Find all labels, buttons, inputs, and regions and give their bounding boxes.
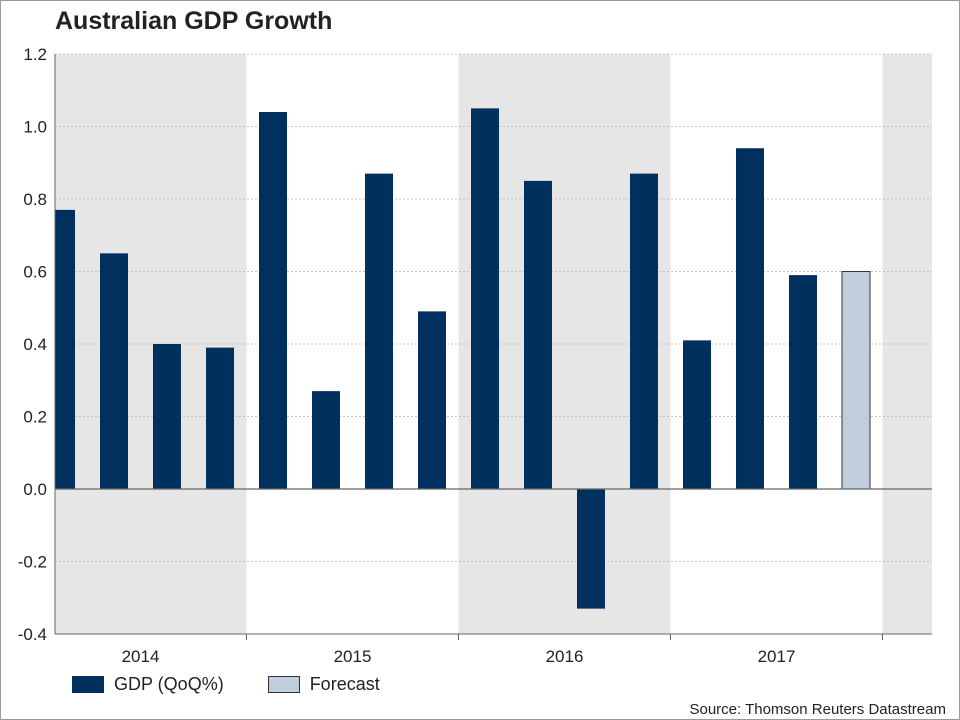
year-shade-band (55, 54, 247, 634)
y-tick-label: 1.0 (23, 118, 47, 137)
legend-swatch-gdp (72, 676, 104, 693)
source-note: Source: Thomson Reuters Datastream (689, 701, 946, 718)
gdp-bar (312, 391, 340, 489)
gdp-bar (683, 340, 711, 489)
x-tick-label-year: 2015 (334, 647, 372, 666)
y-tick-label: -0.4 (18, 625, 47, 644)
y-tick-label: 0.0 (23, 480, 47, 499)
gdp-bar (153, 344, 181, 489)
x-tick-label-year: 2014 (122, 647, 160, 666)
legend-item-forecast: Forecast (267, 674, 380, 695)
y-tick-label: 1.2 (23, 45, 47, 64)
x-tick-label-year: 2017 (758, 647, 796, 666)
gdp-bar (524, 180, 552, 489)
y-tick-label: -0.2 (18, 553, 47, 572)
bar-layer (55, 108, 871, 609)
gdp-bar (259, 112, 287, 489)
gdp-bar (365, 173, 393, 489)
gdp-bar (206, 347, 234, 489)
gdp-bar (55, 209, 75, 489)
gdp-bar (630, 173, 658, 489)
y-tick-label: 0.8 (23, 190, 47, 209)
gdp-bar (418, 311, 446, 489)
legend: GDP (QoQ%) Forecast (72, 674, 424, 695)
tick-label-layer: 1.2 1.0 0.8 0.6 0.4 0.2 0.0 -0.2 -0.4 2014 2015 201… (18, 45, 796, 666)
x-tick-label-year: 2016 (546, 647, 584, 666)
gdp-bar (471, 108, 499, 489)
legend-swatch-forecast (267, 676, 300, 693)
legend-label-gdp: GDP (QoQ%) (114, 674, 224, 694)
y-tick-label: 0.4 (23, 335, 47, 354)
y-tick-label: 0.2 (23, 408, 47, 427)
axis-layer (54, 54, 932, 640)
gdp-bar (736, 148, 764, 489)
forecast-bar (841, 271, 871, 490)
legend-label-forecast: Forecast (309, 674, 380, 694)
legend-item-gdp: GDP (QoQ%) (72, 674, 224, 695)
y-tick-label: 0.6 (23, 263, 47, 282)
gdp-bar (577, 489, 605, 609)
gdp-bar (100, 253, 128, 489)
gdp-bar (789, 275, 817, 489)
chart-title: Australian GDP Growth (55, 7, 333, 35)
